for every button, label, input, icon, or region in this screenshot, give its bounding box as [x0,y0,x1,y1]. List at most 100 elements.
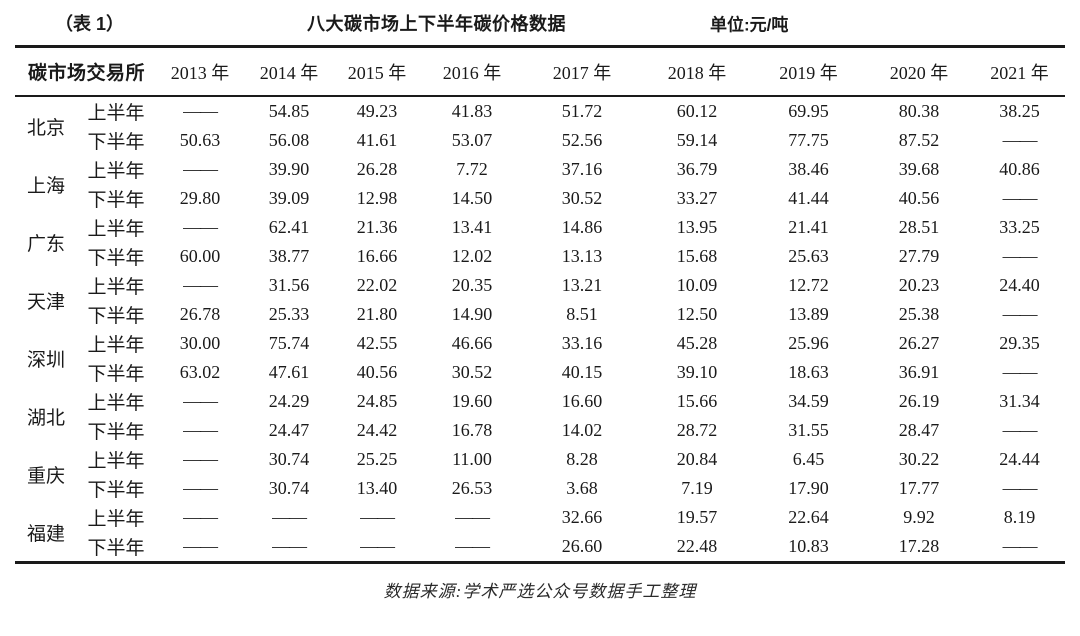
table-figure: （表 1） 八大碳市场上下半年碳价格数据 单位:元/吨 碳市场交易所 2013 … [15,13,1066,601]
table-row: 上海 上半年 —— 39.90 26.28 7.72 37.16 36.79 38.46 39.6… [15,155,1065,197]
price-cell: 24.42 [356,420,398,440]
price-cell: 51.72 [561,101,603,121]
half-year-label: 下半年 [87,132,145,153]
price-cell: 29.80 [179,188,221,208]
price-cell: 25.33 [268,304,310,324]
price-cell: 24.85 [356,391,398,411]
price-cell: —— [360,507,395,527]
price-cell: 60.00 [179,246,221,266]
price-cell: 31.56 [268,275,310,295]
price-cell: —— [1002,188,1038,208]
price-cell: 12.50 [676,304,718,324]
col-header-exchange: 碳市场交易所 [28,63,146,84]
table-row: 下半年 —— —— —— —— 26.60 22.48 10.83 17.28 —— [15,532,1065,563]
col-header-year: 2018 年 [667,62,727,83]
col-header-year: 2021 年 [990,62,1049,83]
price-cell: 33.27 [676,188,718,208]
price-cell: 14.50 [451,188,493,208]
price-cell: 26.53 [451,478,493,498]
price-cell: 13.40 [356,478,398,498]
price-cell: 77.75 [788,130,829,150]
price-cell: 40.86 [999,159,1040,179]
price-cell: —— [183,536,218,556]
price-cell: 38.77 [268,246,310,266]
price-cell: 16.66 [356,246,398,266]
price-cell: 33.16 [561,333,603,353]
price-cell: —— [1002,130,1038,150]
table-tag: （表 1） [55,13,125,34]
col-header-year: 2017 年 [552,62,612,83]
col-header-year: 2015 年 [347,62,407,83]
price-cell: 28.47 [898,420,940,440]
price-cell: 69.95 [788,101,829,121]
half-year-label: 下半年 [87,538,145,559]
price-cell: —— [455,507,490,527]
table-row: 下半年 26.78 25.33 21.80 14.90 8.51 12.50 13.89 25.… [15,300,1065,329]
price-cell: —— [183,159,218,179]
price-cell: 38.25 [999,101,1040,121]
table-row: 下半年 60.00 38.77 16.66 12.02 13.13 15.68 25.63 27… [15,242,1065,271]
price-cell: 40.56 [898,188,940,208]
price-cell: 75.74 [268,333,310,353]
price-cell: 56.08 [268,130,310,150]
price-cell: —— [183,478,218,498]
price-cell: 22.02 [356,275,398,295]
price-cell: —— [272,536,307,556]
price-cell: 19.57 [676,507,718,527]
table-row: 下半年 63.02 47.61 40.56 30.52 40.15 39.10 18.63 36… [15,358,1065,387]
price-cell: 7.72 [456,159,488,179]
price-cell: 24.40 [999,275,1040,295]
market-name-cell: 天津 [26,291,65,313]
price-cell: 37.16 [561,159,603,179]
price-cell: 14.90 [451,304,493,324]
price-cell: 41.44 [788,188,829,208]
half-year-label: 下半年 [87,190,145,211]
price-cell: —— [1002,362,1038,382]
price-cell: 87.52 [898,130,940,150]
half-year-label: 上半年 [87,451,145,472]
price-cell: —— [183,420,218,440]
price-cell: 63.02 [179,362,221,382]
price-cell: 12.72 [788,275,829,295]
price-cell: 36.91 [898,362,940,382]
half-year-label: 上半年 [87,103,145,124]
price-cell: 28.72 [676,420,718,440]
table-row: 下半年 —— 30.74 13.40 26.53 3.68 7.19 17.90 17.77 —— [15,474,1065,503]
price-cell: 22.48 [676,536,718,556]
price-cell: 22.64 [788,507,829,527]
table-row: 福建 上半年 —— —— —— —— 32.66 19.57 22.64 9.92 8.19 [15,503,1065,545]
market-name-cell: 重庆 [26,465,65,487]
table-row: 广东 上半年 —— 62.41 21.36 13.41 14.86 13.95 21.41 28.… [15,213,1065,255]
price-cell: 10.83 [788,536,829,556]
price-cell: 50.63 [179,130,221,150]
table-row: 下半年 29.80 39.09 12.98 14.50 30.52 33.27 41.44 40… [15,184,1065,213]
price-cell: 20.84 [676,449,718,469]
price-cell: 31.34 [999,391,1040,411]
price-cell: —— [183,391,218,411]
price-cell: 52.56 [561,130,603,150]
price-cell: 30.00 [179,333,221,353]
price-cell: 17.28 [898,536,940,556]
half-year-label: 上半年 [87,393,145,414]
price-cell: 15.68 [676,246,718,266]
market-name-cell: 福建 [26,523,65,545]
market-name-cell: 深圳 [26,349,65,371]
price-cell: 47.61 [268,362,310,382]
price-cell: 30.52 [561,188,603,208]
half-year-label: 下半年 [87,248,145,269]
market-name-cell: 广东 [26,233,65,255]
price-cell: 24.44 [999,449,1040,469]
price-cell: 19.60 [451,391,493,411]
price-cell: 30.52 [451,362,493,382]
price-cell: 25.38 [898,304,940,324]
price-cell: 21.41 [788,217,829,237]
half-year-label: 上半年 [87,219,145,240]
col-header-year: 2020 年 [889,62,949,83]
price-cell: —— [183,449,218,469]
price-cell: 17.77 [898,478,940,498]
price-cell: 31.55 [788,420,829,440]
col-header-year: 2019 年 [779,62,838,83]
price-cell: 18.63 [788,362,829,382]
col-header-year: 2014 年 [259,62,319,83]
col-header-year: 2016 年 [442,62,502,83]
